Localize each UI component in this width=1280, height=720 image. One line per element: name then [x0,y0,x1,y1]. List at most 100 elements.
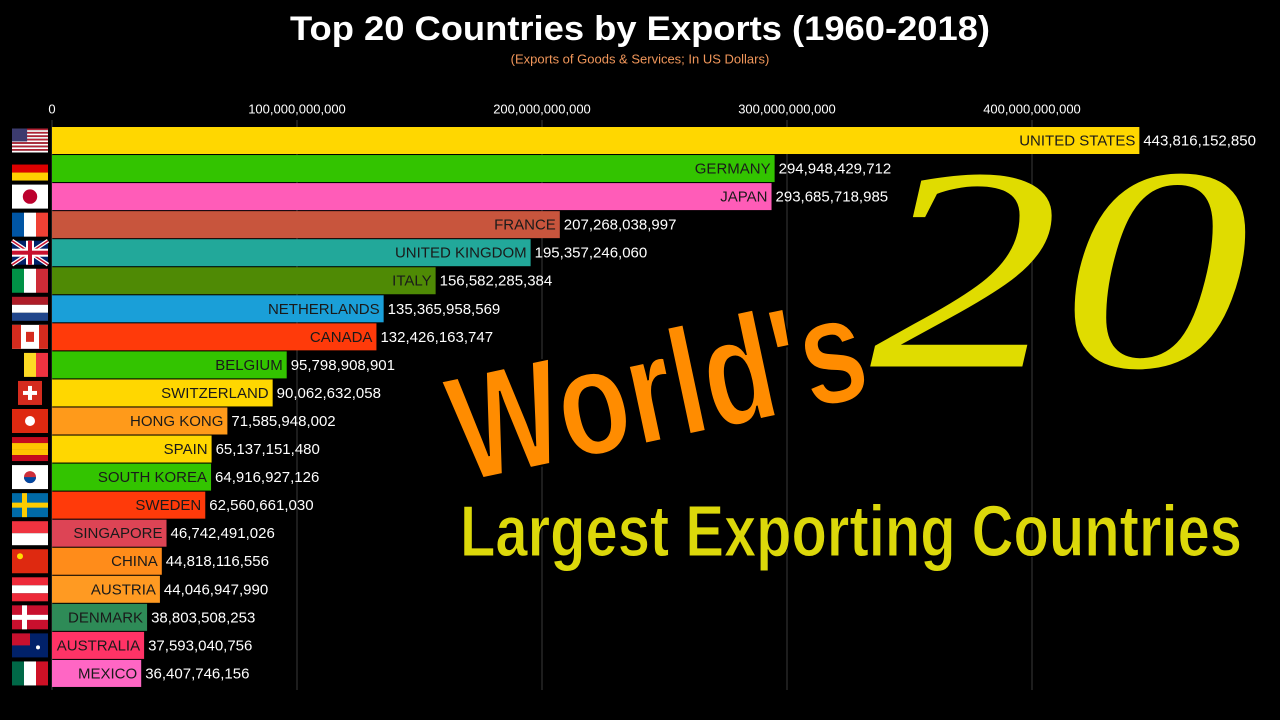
flag [12,296,48,321]
flag-part [36,212,48,237]
flag-part [12,324,21,349]
bar-value-label: 95,798,908,901 [291,357,395,374]
chart-title: Top 20 Countries by Exports (1960-2018) [290,10,990,48]
flag-part [12,312,48,321]
bar-value-label: 46,742,491,026 [171,525,275,542]
x-tick-label: 400,000,000,000 [983,101,1081,116]
flag [12,409,48,433]
flag-part [12,296,48,305]
flag-part [12,135,48,138]
bar [52,127,1140,154]
flag [12,156,48,181]
bar-category-label: UNITED KINGDOM [395,245,527,262]
bar-value-label: 36,407,746,156 [145,665,249,682]
bar [52,211,560,239]
flag-part [12,661,24,686]
flag-part [12,130,48,132]
flag [12,577,48,602]
flag-part [36,645,40,650]
flag [12,437,48,462]
bar-value-label: 207,268,038,997 [564,217,677,234]
bar [52,575,160,603]
bar-value-label: 71,585,948,002 [231,413,335,430]
bar-category-label: JAPAN [720,189,767,206]
flag-part [12,133,48,136]
flag-part [12,250,48,255]
flag-part [12,549,48,574]
flag-part [12,145,48,148]
flag-part [12,137,48,139]
flag-part [12,577,48,586]
bar-category-label: CANADA [310,329,373,346]
flag-part [12,142,48,144]
flag-part [24,477,36,484]
flag-part [12,593,48,602]
flag-part [12,172,48,181]
bar [52,351,287,379]
bar-category-label: HONG KONG [130,413,223,430]
flag-part [12,449,48,456]
flag-part [25,416,35,426]
bars: UNITED STATES 443,816,152,850 GERMANY 294,9… [52,127,1256,687]
flag [12,549,48,574]
bar [52,659,142,687]
flag-part [12,268,24,293]
bar-value-label: 294,948,429,712 [779,161,892,178]
flag-part [12,147,48,150]
flag-part [12,150,48,153]
flag-part [26,331,34,342]
flag-part [24,268,36,293]
flag [12,661,48,686]
flag-part [12,443,48,450]
flag [10,239,50,267]
bar-value-label: 65,137,151,480 [216,441,320,458]
x-tick-label: 300,000,000,000 [738,101,836,116]
bar-category-label: GERMANY [695,161,771,178]
flag-part [22,189,38,204]
bar-category-label: SOUTH KOREA [98,469,207,486]
bar-value-label: 195,357,246,060 [535,245,648,262]
bar-value-label: 44,818,116,556 [166,553,269,570]
flag-part [12,352,24,377]
bar-category-label: CHINA [111,553,158,570]
bar-value-label: 62,560,661,030 [209,497,313,514]
annotation-subtitle: Largest Exporting Countries [460,492,1242,572]
flag [12,184,48,209]
grid: 0 100,000,000,000 200,000,000,000 300,000,0… [48,101,1081,690]
bar [52,491,206,519]
bar-value-label: 443,816,152,850 [1143,132,1256,149]
flag [12,521,48,546]
bar-value-label: 90,062,632,058 [277,385,381,402]
flag-part [12,437,48,444]
bar-category-label: BELGIUM [215,357,283,374]
bar-value-label: 132,426,163,747 [380,329,493,346]
flag-part [12,585,48,594]
bar [52,519,167,547]
x-tick-label: 100,000,000,000 [248,101,346,116]
flag [12,633,48,658]
bar [52,183,772,211]
bar-value-label: 135,365,958,569 [388,301,501,318]
bar [52,239,531,267]
flag [12,128,48,153]
bar [52,295,384,323]
flag [12,493,48,518]
annotation-number: 20 [870,109,1250,430]
bar [52,603,148,631]
bar-category-label: AUSTRIA [91,581,156,598]
flag [12,465,48,490]
flag-part [12,138,48,141]
x-tick-label: 0 [48,101,55,116]
bar-category-label: SPAIN [164,441,208,458]
flag-part [12,521,48,534]
bar-category-label: SWITZERLAND [161,385,269,402]
bar [52,463,212,491]
flag-part [12,455,48,462]
flag-part [24,212,36,237]
flag-part [12,212,24,237]
bar-value-label: 44,046,947,990 [164,581,268,598]
flag-part [17,553,23,560]
flag [12,268,48,293]
bar-value-label: 293,685,718,985 [776,189,889,206]
